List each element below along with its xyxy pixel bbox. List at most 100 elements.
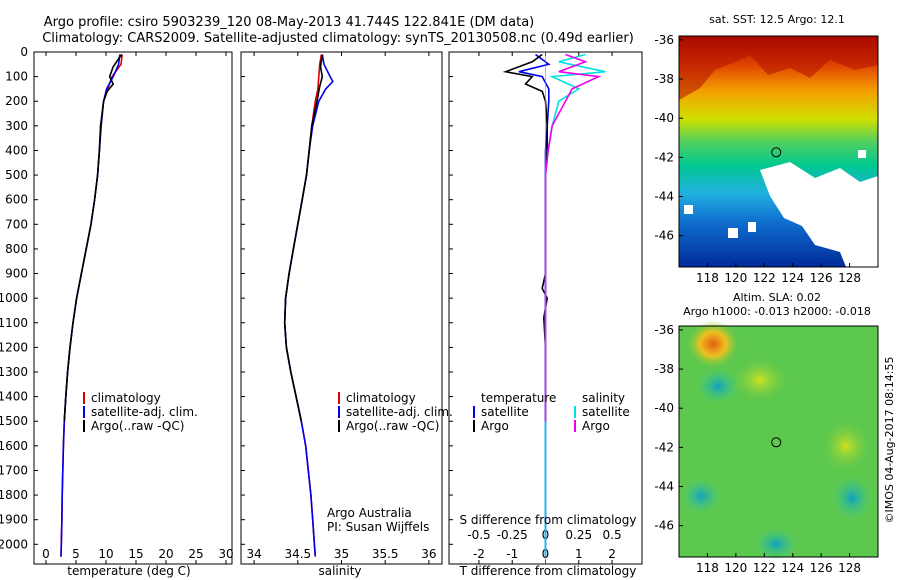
difference-x-axis: -2 -1 0 1 2-0.5 -0.25 0 0.25 0.5 bbox=[467, 52, 622, 564]
legend-sal-argo-label: Argo bbox=[582, 419, 610, 433]
sla-high-anomaly bbox=[820, 418, 872, 474]
x-tick-label: 128 bbox=[838, 271, 861, 285]
y-tick-label: -44 bbox=[654, 190, 674, 204]
legend-temp-satellite-label: satellite bbox=[481, 405, 529, 419]
series-line-salinity-satellite bbox=[544, 53, 606, 557]
y-tick-label: -46 bbox=[654, 519, 674, 533]
y-tick-label: -42 bbox=[654, 440, 674, 454]
x-tick-label: 36 bbox=[421, 547, 436, 561]
legend-argo-label: Argo(..raw -QC) bbox=[346, 419, 439, 433]
difference-series bbox=[502, 52, 606, 564]
temperature-legend: climatology satellite-adj. clim. Argo(..… bbox=[83, 391, 198, 433]
sla-map-axes: 118 120 122 124 126 128 -36 -38 -40 -42 -44 -46 bbox=[654, 323, 861, 575]
sla-low-anomaly bbox=[696, 368, 740, 404]
x-tick-label: 124 bbox=[781, 561, 804, 575]
y-tick-label: 1300 bbox=[0, 365, 28, 379]
x-tick-label: -0.5 bbox=[467, 528, 490, 542]
x-tick-label: 128 bbox=[838, 561, 861, 575]
sst-missing-pixel bbox=[748, 222, 756, 232]
y-tick-label: 200 bbox=[5, 94, 28, 108]
y-tick-label: 300 bbox=[5, 119, 28, 133]
sla-map-title: Altim. SLA: 0.02 bbox=[733, 291, 821, 304]
credit-text: Argo Australia bbox=[327, 506, 412, 520]
y-tick-label: 1000 bbox=[0, 291, 28, 305]
x-tick-label: 126 bbox=[810, 271, 833, 285]
sla-low-anomaly bbox=[681, 478, 721, 514]
argo-position-marker bbox=[771, 147, 782, 158]
temperature-series bbox=[60, 54, 123, 557]
series-line-satellite-adj-clim- bbox=[60, 54, 121, 557]
difference-xlabel-salinity: S difference from climatology bbox=[460, 513, 637, 527]
sla-low-anomaly bbox=[832, 476, 872, 520]
y-tick-label: -38 bbox=[654, 72, 674, 86]
difference-xlabel: T difference from climatology bbox=[459, 564, 637, 578]
sst-map-axes: 118 120 122 124 126 128 -36 -38 -40 -42 -44 -46 bbox=[654, 33, 861, 285]
legend-satellite-label: satellite-adj. clim. bbox=[346, 405, 453, 419]
argo-position-marker bbox=[771, 437, 782, 448]
x-tick-label: 34 bbox=[246, 547, 261, 561]
y-tick-label: 1400 bbox=[0, 390, 28, 404]
x-tick-label: 35.5 bbox=[372, 547, 399, 561]
x-tick-label: 118 bbox=[696, 561, 719, 575]
y-tick-label: -46 bbox=[654, 229, 674, 243]
sla-low-anomaly bbox=[754, 528, 798, 560]
x-tick-label: 120 bbox=[724, 561, 747, 575]
y-tick-label: 1200 bbox=[0, 340, 28, 354]
x-tick-label: 118 bbox=[696, 271, 719, 285]
y-tick-label: -40 bbox=[654, 401, 674, 415]
x-tick-label: 122 bbox=[753, 561, 776, 575]
y-tick-label: -38 bbox=[654, 362, 674, 376]
x-tick-label: -2 bbox=[473, 547, 485, 561]
legend-satellite-label: satellite-adj. clim. bbox=[91, 405, 198, 419]
sst-map bbox=[679, 36, 878, 267]
y-tick-label: 1700 bbox=[0, 463, 28, 477]
sst-missing-pixel bbox=[845, 232, 857, 242]
salinity-axes bbox=[240, 51, 443, 565]
series-line-temperature-satellite bbox=[518, 53, 551, 557]
y-tick-label: 400 bbox=[5, 143, 28, 157]
legend-climatology-label: climatology bbox=[346, 391, 416, 405]
sst-missing-pixel bbox=[728, 228, 738, 238]
sst-missing-pixel bbox=[858, 150, 866, 158]
depth-axis: 0 100 200 300 400 500 600 700 800 900 1000 1100 1200… bbox=[0, 45, 453, 551]
x-tick-label: 0.5 bbox=[603, 528, 622, 542]
sla-map-subtitle: Argo h1000: -0.013 h2000: -0.018 bbox=[683, 305, 871, 318]
y-tick-label: 1800 bbox=[0, 488, 28, 502]
y-tick-label: 1600 bbox=[0, 439, 28, 453]
figure-title-line1: Argo profile: csiro 5903239_120 08-May-2… bbox=[44, 15, 535, 30]
y-tick-label: -42 bbox=[654, 150, 674, 164]
x-tick-label: 34.5 bbox=[284, 547, 311, 561]
y-tick-label: 1500 bbox=[0, 414, 28, 428]
x-tick-label: 30 bbox=[218, 547, 233, 561]
temperature-axes bbox=[33, 51, 233, 565]
x-tick-label: 1 bbox=[575, 547, 583, 561]
y-tick-label: 1100 bbox=[0, 316, 28, 330]
y-tick-label: 900 bbox=[5, 267, 28, 281]
y-tick-label: -36 bbox=[654, 323, 674, 337]
pi-text: PI: Susan Wijffels bbox=[327, 520, 429, 534]
x-tick-label: 10 bbox=[98, 547, 113, 561]
y-tick-label: -44 bbox=[654, 480, 674, 494]
x-tick-label: 0.25 bbox=[565, 528, 592, 542]
y-tick-label: -36 bbox=[654, 33, 674, 47]
series-line-climatology bbox=[60, 54, 123, 557]
series-line-climatology bbox=[283, 54, 323, 557]
x-tick-label: 2 bbox=[608, 547, 616, 561]
salinity-xlabel: salinity bbox=[318, 564, 361, 578]
legend-sal-satellite-label: satellite bbox=[582, 405, 630, 419]
x-tick-label: -0.25 bbox=[497, 528, 528, 542]
x-tick-label: 35 bbox=[334, 547, 349, 561]
series-line-temperature-argo bbox=[502, 53, 549, 422]
series-line-salinity-argo bbox=[544, 53, 602, 422]
salinity-legend: climatology satellite-adj. clim. Argo(..… bbox=[338, 391, 453, 433]
figure-title-line2: Climatology: CARS2009. Satellite-adjuste… bbox=[42, 31, 634, 46]
series-line-satellite-adj-clim- bbox=[283, 54, 334, 557]
sst-map-title: sat. SST: 12.5 Argo: 12.1 bbox=[709, 13, 845, 26]
legend-argo-label: Argo(..raw -QC) bbox=[91, 419, 184, 433]
series-line-argo-raw-qc- bbox=[63, 54, 123, 422]
y-tick-label: 800 bbox=[5, 242, 28, 256]
salinity-x-axis: 34 34.5 35 35.5 36 bbox=[246, 52, 437, 564]
y-tick-label: -40 bbox=[654, 111, 674, 125]
x-tick-label: 20 bbox=[158, 547, 173, 561]
